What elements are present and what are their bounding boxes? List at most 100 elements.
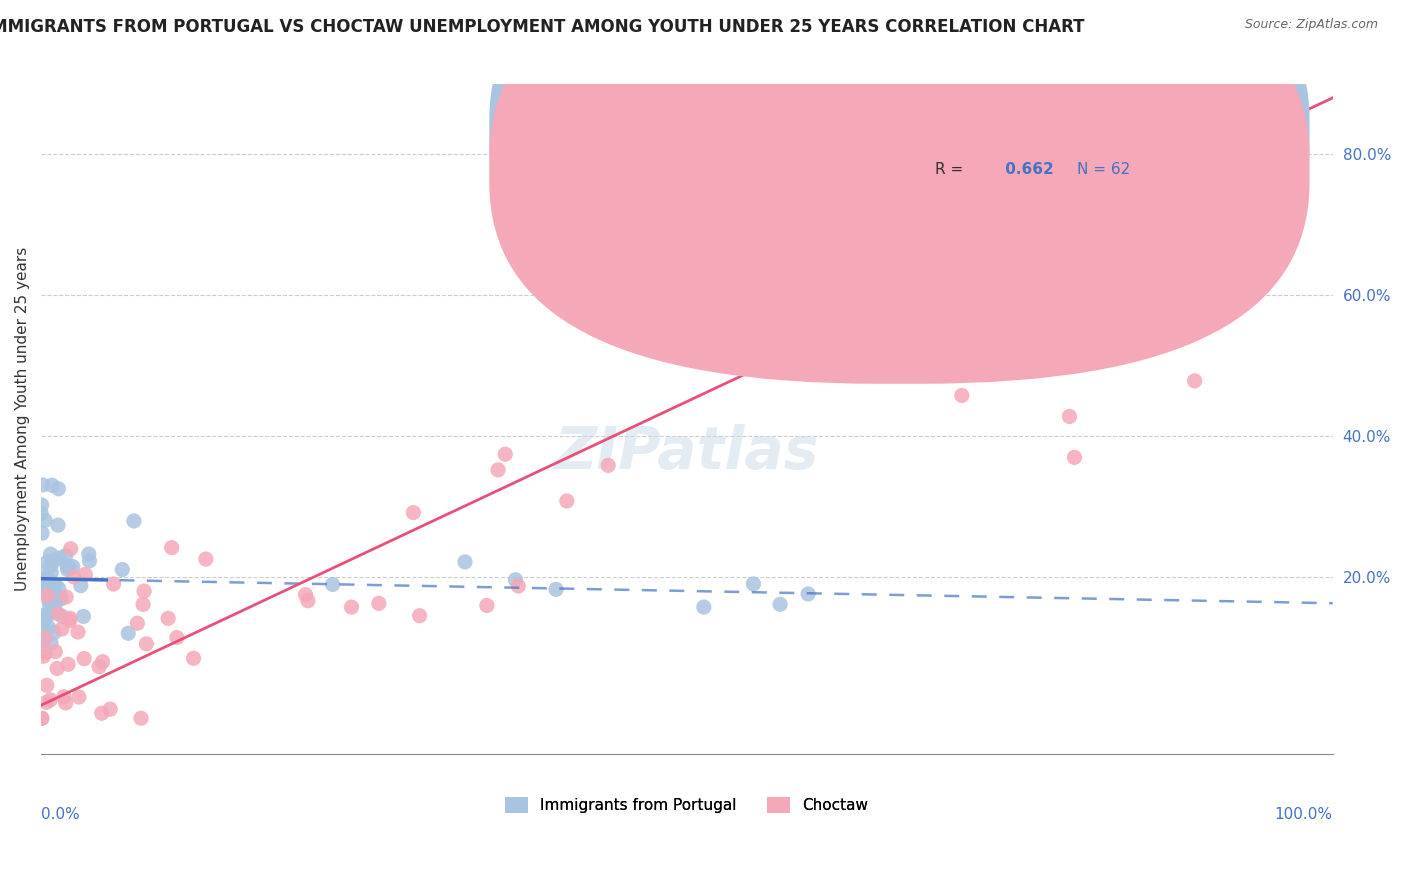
- Point: [39, 692, 62, 706]
- Point: [44, 644, 66, 658]
- Point: [127, 616, 149, 631]
- Point: [39, 636, 62, 650]
- Point: [1094, 260, 1116, 275]
- Point: [39, 547, 62, 561]
- Point: [494, 447, 516, 461]
- Point: [45, 595, 67, 609]
- Point: [34, 631, 56, 645]
- FancyBboxPatch shape: [848, 103, 1178, 197]
- Point: [1063, 450, 1085, 465]
- Point: [55, 696, 77, 710]
- Y-axis label: Unemployment Among Youth under 25 years: Unemployment Among Youth under 25 years: [15, 246, 30, 591]
- Point: [42, 625, 65, 640]
- Point: [475, 599, 498, 613]
- Point: [598, 458, 620, 473]
- Point: [39, 566, 62, 580]
- Point: [59, 541, 82, 556]
- FancyBboxPatch shape: [489, 0, 1309, 384]
- Point: [508, 579, 530, 593]
- Point: [160, 541, 183, 555]
- Point: [56, 558, 79, 573]
- Point: [37, 589, 59, 603]
- Point: [797, 587, 820, 601]
- Point: [44, 578, 66, 592]
- Point: [135, 637, 157, 651]
- Point: [45, 588, 67, 602]
- Point: [55, 549, 77, 563]
- Point: [48, 482, 70, 496]
- Point: [132, 584, 155, 599]
- Point: [79, 554, 101, 568]
- Point: [56, 657, 79, 672]
- Point: [769, 597, 792, 611]
- Point: [37, 555, 59, 569]
- Point: [37, 608, 59, 623]
- Point: [73, 651, 96, 665]
- Point: [69, 579, 91, 593]
- Point: [1007, 263, 1029, 277]
- Point: [51, 609, 73, 624]
- Point: [77, 547, 100, 561]
- Point: [34, 646, 56, 660]
- Point: [340, 600, 363, 615]
- Point: [129, 711, 152, 725]
- Point: [505, 573, 527, 587]
- Text: R =: R =: [935, 125, 969, 140]
- Point: [1105, 249, 1128, 263]
- Point: [742, 577, 765, 591]
- Point: [48, 551, 70, 566]
- Point: [297, 593, 319, 607]
- Point: [39, 558, 62, 573]
- Text: 0.0%: 0.0%: [41, 807, 80, 822]
- Point: [38, 577, 60, 591]
- Point: [117, 626, 139, 640]
- Point: [41, 576, 63, 591]
- Point: [1178, 270, 1201, 285]
- Point: [546, 582, 568, 597]
- Text: R =: R =: [935, 162, 969, 177]
- Point: [51, 622, 73, 636]
- Point: [1059, 409, 1081, 424]
- Point: [183, 651, 205, 665]
- Point: [91, 655, 114, 669]
- Point: [950, 388, 973, 402]
- Point: [59, 614, 82, 628]
- Point: [98, 702, 121, 716]
- Point: [157, 611, 180, 625]
- Point: [35, 571, 58, 585]
- Point: [486, 463, 509, 477]
- Point: [75, 567, 97, 582]
- Point: [38, 591, 60, 606]
- Point: [103, 577, 125, 591]
- Point: [111, 563, 134, 577]
- Point: [35, 695, 58, 709]
- Point: [693, 600, 716, 615]
- Point: [132, 598, 155, 612]
- Point: [46, 607, 69, 621]
- Point: [38, 597, 60, 611]
- Point: [63, 570, 86, 584]
- Point: [408, 608, 430, 623]
- FancyBboxPatch shape: [489, 0, 1309, 347]
- Point: [367, 596, 389, 610]
- Point: [32, 633, 55, 648]
- Text: IMMIGRANTS FROM PORTUGAL VS CHOCTAW UNEMPLOYMENT AMONG YOUTH UNDER 25 YEARS CORR: IMMIGRANTS FROM PORTUGAL VS CHOCTAW UNEM…: [0, 18, 1084, 36]
- Point: [32, 620, 55, 634]
- Text: 0.662: 0.662: [1000, 162, 1053, 177]
- Point: [35, 582, 58, 597]
- Point: [122, 514, 145, 528]
- Point: [41, 593, 63, 607]
- Point: [46, 661, 69, 675]
- Point: [90, 706, 112, 721]
- Point: [31, 632, 53, 647]
- Point: [402, 506, 425, 520]
- Point: [58, 560, 80, 574]
- Point: [44, 602, 66, 616]
- Point: [31, 574, 53, 588]
- Point: [294, 588, 316, 602]
- Point: [34, 513, 56, 527]
- Point: [59, 611, 82, 625]
- Point: [38, 606, 60, 620]
- Point: [31, 711, 53, 725]
- Point: [34, 586, 56, 600]
